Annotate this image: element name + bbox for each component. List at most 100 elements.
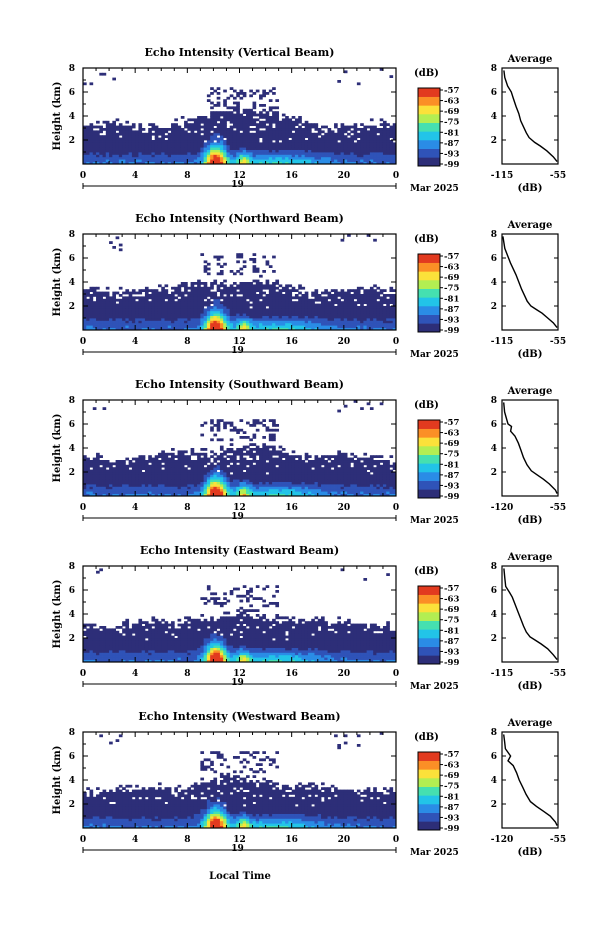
heatmap-cell bbox=[298, 493, 302, 497]
heatmap-cell bbox=[105, 159, 110, 162]
heatmap-cell bbox=[109, 130, 113, 134]
heatmap-cell bbox=[200, 325, 205, 328]
heatmap-cell bbox=[83, 467, 87, 470]
heatmap-cell bbox=[268, 445, 273, 449]
heatmap-cell bbox=[249, 291, 253, 295]
heatmap-cell bbox=[281, 118, 286, 122]
heatmap-cell bbox=[272, 282, 276, 285]
heatmap-cell bbox=[268, 481, 273, 485]
heatmap-cell bbox=[171, 491, 175, 494]
heatmap-cell bbox=[99, 140, 103, 143]
heatmap-cell bbox=[246, 159, 250, 162]
heatmap-cell bbox=[314, 474, 319, 478]
heatmap-cell bbox=[272, 118, 276, 122]
heatmap-cell bbox=[148, 318, 152, 321]
heatmap-cell bbox=[102, 484, 107, 487]
heatmap-cell bbox=[171, 462, 175, 466]
heatmap-cell bbox=[184, 488, 188, 492]
heatmap-cell bbox=[389, 159, 394, 162]
heatmap-cell bbox=[206, 272, 211, 276]
heatmap-cell bbox=[200, 298, 205, 302]
heatmap-cell bbox=[187, 296, 191, 300]
heatmap-cell bbox=[298, 147, 302, 150]
heatmap-cell bbox=[239, 481, 244, 485]
heatmap-cell bbox=[301, 460, 306, 463]
heatmap-cell bbox=[311, 484, 315, 487]
y-tick-label: 8 bbox=[69, 64, 75, 74]
heatmap-cell bbox=[298, 325, 302, 328]
heatmap-cell bbox=[265, 137, 270, 141]
heatmap-cell bbox=[83, 320, 87, 324]
heatmap-cell bbox=[161, 476, 165, 480]
heatmap-cell bbox=[229, 161, 234, 165]
heatmap-cell bbox=[223, 132, 227, 136]
heatmap-cell bbox=[363, 294, 368, 297]
heatmap-cell bbox=[321, 152, 325, 155]
heatmap-cell bbox=[193, 152, 198, 155]
heatmap-cell bbox=[83, 493, 87, 497]
heatmap-cell bbox=[304, 325, 309, 328]
heatmap-cell bbox=[262, 419, 266, 422]
heatmap-cell bbox=[122, 161, 126, 165]
heatmap-cell bbox=[317, 294, 322, 297]
heatmap-cell bbox=[167, 132, 172, 136]
heatmap-cell bbox=[96, 286, 100, 290]
heatmap-cell bbox=[226, 481, 231, 485]
heatmap-cell bbox=[389, 289, 394, 292]
heatmap-cell bbox=[281, 476, 286, 480]
heatmap-cell bbox=[197, 286, 201, 290]
heatmap-cell bbox=[268, 318, 273, 321]
heatmap-cell bbox=[291, 325, 296, 328]
heatmap-cell bbox=[184, 152, 188, 155]
heatmap-cell bbox=[115, 306, 120, 309]
heatmap-cell bbox=[366, 325, 371, 328]
heatmap-cell bbox=[144, 315, 149, 319]
heatmap-cell bbox=[262, 479, 266, 482]
heatmap-cell bbox=[190, 291, 195, 295]
heatmap-cell bbox=[197, 484, 201, 487]
heatmap-cell bbox=[197, 123, 201, 126]
heatmap-cell bbox=[288, 479, 293, 482]
heatmap-cell bbox=[190, 144, 195, 148]
heatmap-cell bbox=[229, 298, 234, 302]
heatmap-cell bbox=[327, 327, 332, 331]
heatmap-cell bbox=[255, 159, 260, 162]
heatmap-cell bbox=[118, 486, 123, 490]
heatmap-cell bbox=[376, 149, 381, 153]
heatmap-cell bbox=[262, 455, 266, 458]
heatmap-cell bbox=[190, 450, 195, 454]
heatmap-cell bbox=[249, 327, 253, 331]
heatmap-cell bbox=[311, 154, 315, 158]
heatmap-cell bbox=[187, 310, 191, 314]
heatmap-cell bbox=[268, 469, 273, 473]
heatmap-cell bbox=[109, 469, 113, 473]
heatmap-cell bbox=[232, 113, 237, 117]
heatmap-cell bbox=[187, 144, 191, 148]
heatmap-cell bbox=[148, 327, 152, 331]
heatmap-cell bbox=[246, 156, 250, 160]
heatmap-cell bbox=[314, 320, 319, 324]
heatmap-cell bbox=[128, 137, 133, 141]
heatmap-cell bbox=[86, 310, 90, 314]
heatmap-cell bbox=[317, 161, 322, 165]
heatmap-cell bbox=[122, 484, 126, 487]
heatmap-cell bbox=[353, 154, 358, 158]
heatmap-cell bbox=[246, 140, 250, 143]
heatmap-cell bbox=[317, 472, 322, 475]
colorbar-tick-label: -57 bbox=[444, 252, 459, 262]
heatmap-cell bbox=[285, 135, 289, 138]
heatmap-cell bbox=[249, 303, 253, 307]
heatmap-cell bbox=[96, 322, 100, 326]
heatmap-cell bbox=[281, 479, 286, 482]
heatmap-cell bbox=[337, 147, 341, 150]
heatmap-cell bbox=[376, 308, 381, 312]
heatmap-cell bbox=[232, 455, 237, 458]
heatmap-cell bbox=[190, 125, 195, 129]
heatmap-cell bbox=[327, 320, 332, 324]
heatmap-cell bbox=[369, 301, 374, 304]
heatmap-cell bbox=[350, 135, 355, 138]
heatmap-cell bbox=[281, 320, 286, 324]
heatmap-cell bbox=[213, 128, 218, 131]
